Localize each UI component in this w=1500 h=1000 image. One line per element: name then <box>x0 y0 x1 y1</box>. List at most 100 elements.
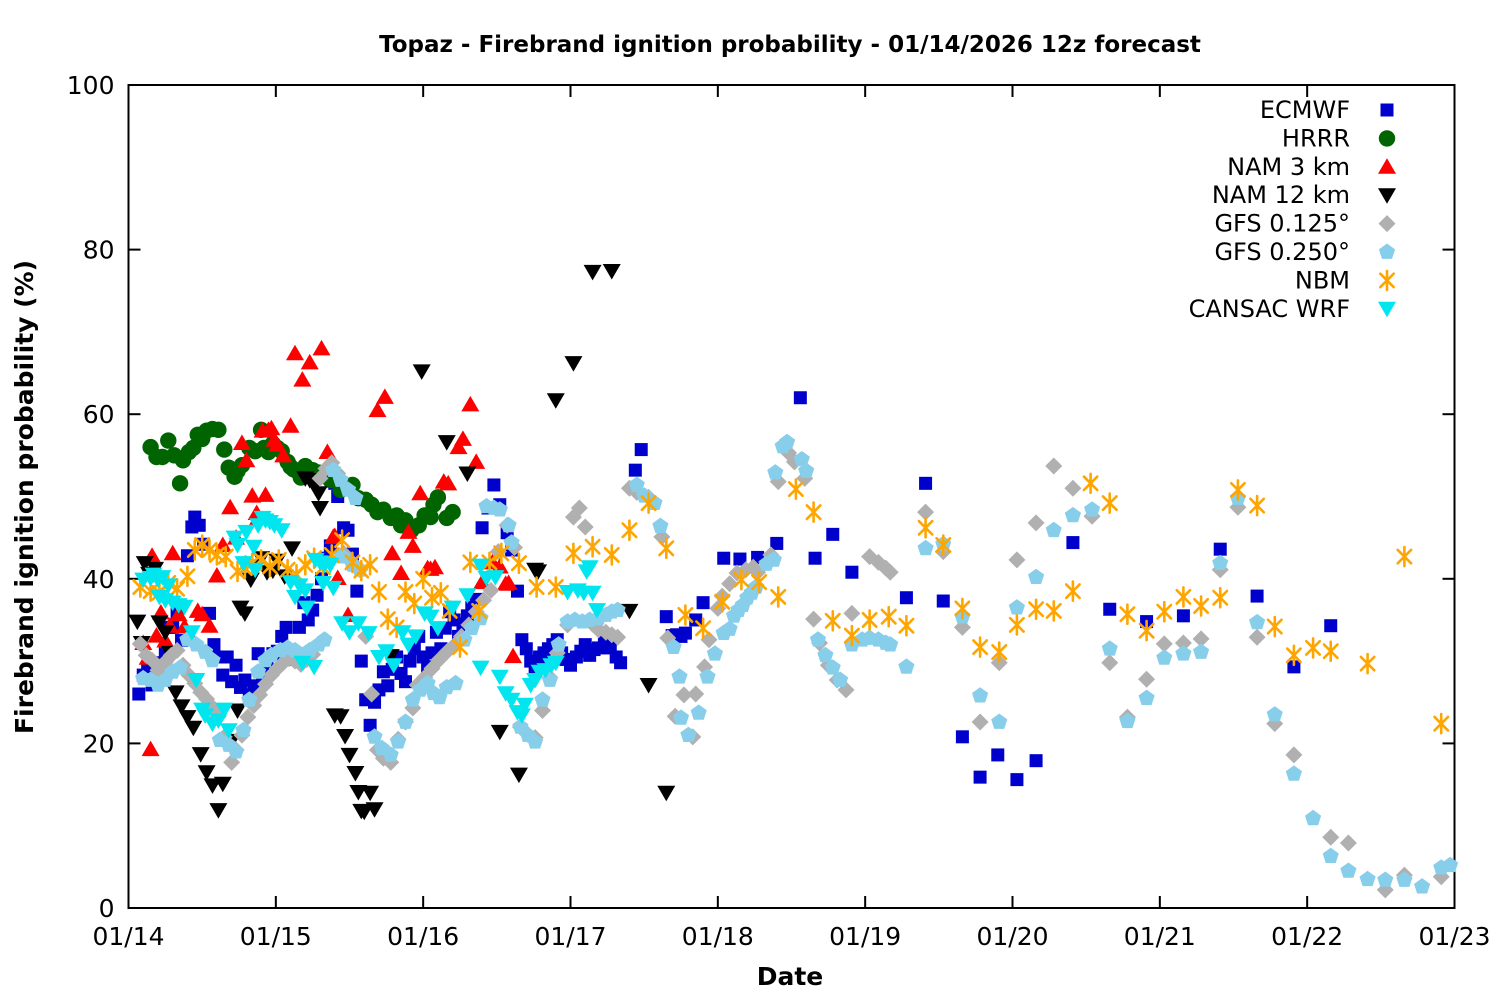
cansac-wrf-point <box>187 673 206 689</box>
gfs-0-125-point <box>131 635 149 653</box>
gfs-0-250-point <box>817 646 834 663</box>
gfs-0-125-point <box>675 686 693 704</box>
gfs-0-125-point <box>570 499 588 517</box>
x-axis-title: Date <box>757 962 824 991</box>
nam-3-km-point <box>256 486 275 502</box>
nbm-point <box>1396 545 1413 568</box>
nam-12-km-point <box>135 556 154 572</box>
nbm-point <box>415 568 432 590</box>
ecmwf-point <box>770 536 784 550</box>
ecmwf-point <box>845 565 859 579</box>
nam-12-km-point <box>346 766 365 782</box>
gfs-0-250-point <box>1119 712 1136 729</box>
cansac-wrf-point <box>209 713 228 729</box>
nam-3-km-point <box>325 527 344 544</box>
nbm-point <box>510 552 527 574</box>
gfs-0-250-point <box>809 631 827 647</box>
ecmwf-legend-marker <box>1380 103 1394 117</box>
gfs-0-250-point <box>671 668 688 684</box>
gfs-0-250-point <box>832 671 849 687</box>
hrrr-point <box>422 508 439 526</box>
cansac-wrf-point <box>583 585 602 602</box>
cansac-wrf-point <box>349 616 368 632</box>
gfs-0-125-point <box>363 685 381 703</box>
cansac-wrf-point <box>512 708 531 724</box>
legend-item-nam-3-km: NAM 3 km <box>1227 153 1396 181</box>
ecmwf-point <box>475 521 489 535</box>
nam-3-km-point <box>243 487 262 503</box>
nam-12-km-point <box>639 677 658 694</box>
gfs-0-125-point <box>721 575 739 593</box>
y-tick-label: 40 <box>83 565 115 594</box>
gfs-0-250-point <box>1101 640 1118 656</box>
nbm-point <box>493 542 510 565</box>
nbm-point <box>565 542 582 565</box>
ecmwf-point <box>936 594 950 608</box>
nbm-point <box>1359 652 1376 675</box>
gfs-0-250-point <box>672 709 690 725</box>
nam-3-km-point <box>268 436 287 452</box>
nam-3-km-point <box>312 339 331 356</box>
cansac-wrf-point <box>153 570 172 586</box>
cansac-wrf-point <box>490 669 509 686</box>
cansac-wrf-point <box>244 539 263 556</box>
cansac-wrf-point <box>321 557 340 574</box>
gfs-0-125-point <box>971 713 989 731</box>
nbm-point <box>229 560 246 583</box>
nbm-point <box>1138 619 1155 642</box>
cansac-wrf-point <box>333 616 352 632</box>
nam-3-km-point <box>163 544 182 561</box>
nam-12-km-point <box>172 699 191 715</box>
gfs-0-250-point <box>1442 856 1459 873</box>
cansac-wrf-point <box>377 644 396 660</box>
ecmwf-point <box>381 679 395 693</box>
gfs-0-250-point <box>347 489 364 505</box>
cansac-wrf-point <box>313 575 332 592</box>
gfs-0-125-point <box>700 631 718 649</box>
ecmwf-point <box>696 596 710 610</box>
gfs-0-250-point <box>382 746 399 762</box>
nam-12-km-point <box>150 615 169 631</box>
x-tick-label: 01/14 <box>92 922 164 951</box>
nam-3-km-point <box>504 647 523 664</box>
gfs-0-250-point <box>779 433 796 450</box>
cansac-wrf-point <box>406 629 425 645</box>
gfs-0-125-legend-marker <box>1378 215 1396 233</box>
nbm-point <box>297 554 314 576</box>
gfs-0-125-point <box>1339 834 1357 852</box>
nam-3-km-point <box>147 627 166 643</box>
legend-label: ECMWF <box>1260 96 1350 124</box>
y-tick-label: 0 <box>99 894 115 923</box>
gfs-0-125-point <box>805 610 823 628</box>
gfs-0-250-point <box>397 713 414 729</box>
x-tick-label: 01/18 <box>682 922 754 951</box>
nam-3-km-point <box>262 419 281 436</box>
ecmwf-point <box>310 588 324 602</box>
gfs-0-125-point <box>917 503 935 521</box>
nam-12-km-point <box>458 466 477 482</box>
cansac-wrf-point <box>228 538 247 554</box>
nbm-point <box>1064 580 1081 602</box>
hrrr-point <box>444 503 461 521</box>
cansac-wrf-point <box>421 609 440 626</box>
series-gfs-0-250 <box>135 433 1459 894</box>
nam-12-km-point <box>156 625 175 641</box>
gfs-0-250-point <box>898 658 915 674</box>
nbm-point <box>397 581 414 603</box>
gfs-0-250-point <box>824 659 841 675</box>
legend-item-cansac-wrf: CANSAC WRF <box>1189 295 1396 323</box>
x-tick-label: 01/20 <box>976 922 1048 951</box>
nbm-point <box>1285 644 1302 667</box>
ecmwf-point <box>919 476 933 490</box>
cansac-wrf-point <box>285 589 304 606</box>
gfs-0-125-point <box>168 641 186 659</box>
nbm-point <box>1101 492 1118 514</box>
ecmwf-point <box>826 527 840 541</box>
nam-3-km-point <box>461 395 480 412</box>
nbm-point <box>370 581 387 603</box>
gfs-0-250-point <box>1285 765 1302 781</box>
gfs-0-125-point <box>1064 479 1082 497</box>
nam-3-km-point <box>399 523 418 539</box>
ecmwf-point <box>991 748 1005 762</box>
